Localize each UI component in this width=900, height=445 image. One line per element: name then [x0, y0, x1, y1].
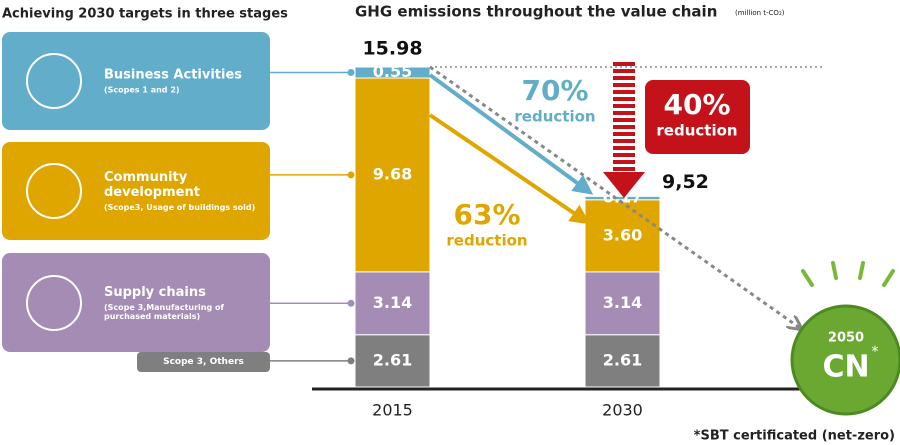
badge-ray [801, 269, 814, 287]
arrow-stripe [613, 118, 635, 122]
footnote: *SBT certificated (net-zero) [694, 429, 895, 444]
badge [790, 304, 900, 416]
panel-icon [26, 53, 82, 109]
connector-dot [347, 69, 355, 77]
dashed-arrow [429, 65, 800, 328]
legend-pill: Scope 3, Others [137, 352, 270, 372]
series-name: Community development [104, 170, 200, 200]
series-note: (Scope3, Usage of buildings sold) [104, 203, 256, 212]
panel-icon [26, 274, 82, 331]
arrow-stripe [613, 62, 635, 66]
arrow-stripe [613, 160, 635, 164]
badge-ray [831, 261, 838, 280]
connector-dot [347, 171, 355, 179]
connector-dot [347, 299, 355, 307]
value-label: 3.14 [373, 293, 412, 312]
value-label: 3.60 [603, 225, 642, 244]
total-label: 9,52 [662, 171, 709, 193]
reduction-arrow [428, 113, 591, 225]
reduction-text: reduction [656, 122, 737, 140]
series-name: Business Activities [104, 67, 243, 83]
series-name: Supply chains [104, 284, 206, 300]
reduction-percent: 63% [453, 198, 520, 231]
total-label: 15.98 [362, 38, 422, 60]
badge-text: CN [822, 350, 869, 385]
arrow-stripe [613, 76, 635, 80]
legend-panel: Supply chains (Scope 3,Manufacturing of p… [2, 253, 270, 352]
panel-icon [26, 163, 82, 219]
badge-ray [882, 269, 895, 287]
left-title: Achieving 2030 targets in three stages [2, 7, 288, 22]
arrow-stripe [613, 139, 635, 143]
badge-mark: * [872, 344, 879, 360]
series-note: (Scope 3,Manufacturing of purchased mate… [104, 302, 224, 321]
reduction-percent: 40% [663, 88, 730, 121]
arrow-stripe [613, 111, 635, 115]
bar-segment [584, 271, 661, 336]
series-note: (Scopes 1 and 2) [104, 85, 180, 95]
arrow-head [603, 172, 645, 198]
chart-title: GHG emissions throughout the value chain [355, 3, 717, 21]
bar-segment [354, 66, 431, 79]
x-tick-label: 2030 [602, 401, 643, 420]
arrow-stripe [613, 153, 635, 157]
arrow-stripe [613, 97, 635, 101]
value-label: 2.61 [603, 350, 642, 369]
bar-segment [584, 334, 661, 388]
value-label: 3.14 [603, 293, 642, 312]
bar-segment [354, 271, 431, 336]
unit: (million t-CO₂) [735, 9, 785, 17]
arrow-stripe [613, 83, 635, 87]
reduction-arrow [428, 73, 594, 195]
bar-segment [354, 77, 431, 273]
legend-panel: Community development (Scope3, Usage of b… [2, 142, 270, 240]
value-label: 0.55 [373, 62, 412, 81]
reduction-box [645, 80, 750, 154]
arrow-stripe [613, 167, 635, 171]
bar-segment [584, 195, 661, 201]
value-label: 9.68 [373, 164, 412, 183]
reduction-text: reduction [514, 108, 595, 126]
legend-panel: Business Activities (Scopes 1 and 2) [2, 32, 270, 130]
reduction-text: reduction [446, 232, 527, 250]
connector-dot [347, 357, 355, 365]
value-label: 0.17 [603, 188, 642, 207]
panel-text: Business Activities (Scopes 1 and 2) [104, 68, 264, 95]
bar-segment [584, 199, 661, 273]
arrow-stripe [613, 132, 635, 136]
arrow-stripe [613, 146, 635, 150]
reduction-percent: 70% [521, 74, 588, 107]
arrow-stripe [613, 125, 635, 129]
panel-text: Supply chains (Scope 3,Manufacturing of p… [104, 285, 264, 321]
badge-year: 2050 [828, 331, 864, 346]
x-tick-label: 2015 [372, 401, 413, 420]
value-label: 2.61 [373, 350, 412, 369]
panel-text: Community development (Scope3, Usage of b… [104, 170, 264, 212]
arrow-stripe [613, 104, 635, 108]
arrow-stripe [613, 69, 635, 73]
badge-ray [858, 261, 865, 280]
arrow-stripe [613, 90, 635, 94]
